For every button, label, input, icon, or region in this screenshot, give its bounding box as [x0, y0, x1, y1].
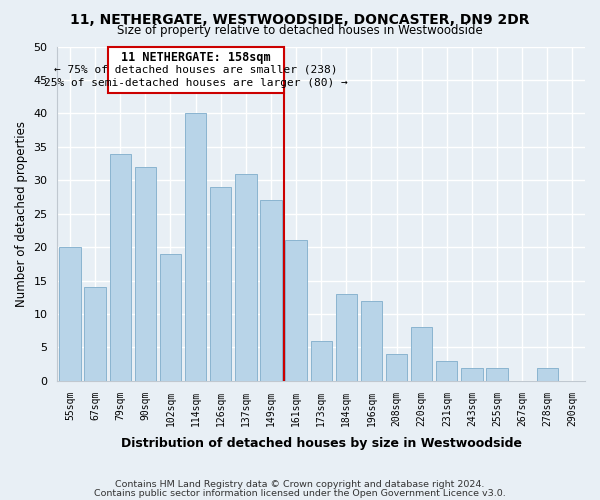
Bar: [110, 154, 131, 381]
Bar: [185, 114, 206, 381]
Bar: [361, 300, 382, 381]
Bar: [59, 247, 80, 381]
Bar: [260, 200, 281, 381]
Text: 11 NETHERGATE: 158sqm: 11 NETHERGATE: 158sqm: [121, 50, 271, 64]
Text: Contains public sector information licensed under the Open Government Licence v3: Contains public sector information licen…: [94, 488, 506, 498]
Bar: [436, 361, 457, 381]
Bar: [487, 368, 508, 381]
Bar: [286, 240, 307, 381]
Bar: [85, 288, 106, 381]
FancyBboxPatch shape: [107, 46, 284, 94]
Bar: [461, 368, 482, 381]
Bar: [134, 167, 156, 381]
Text: Size of property relative to detached houses in Westwoodside: Size of property relative to detached ho…: [117, 24, 483, 37]
Bar: [386, 354, 407, 381]
Text: 25% of semi-detached houses are larger (80) →: 25% of semi-detached houses are larger (…: [44, 78, 347, 88]
X-axis label: Distribution of detached houses by size in Westwoodside: Distribution of detached houses by size …: [121, 437, 522, 450]
Y-axis label: Number of detached properties: Number of detached properties: [15, 120, 28, 306]
Bar: [210, 187, 232, 381]
Bar: [311, 341, 332, 381]
Text: 11, NETHERGATE, WESTWOODSIDE, DONCASTER, DN9 2DR: 11, NETHERGATE, WESTWOODSIDE, DONCASTER,…: [70, 12, 530, 26]
Bar: [235, 174, 257, 381]
Bar: [536, 368, 558, 381]
Bar: [160, 254, 181, 381]
Text: Contains HM Land Registry data © Crown copyright and database right 2024.: Contains HM Land Registry data © Crown c…: [115, 480, 485, 489]
Bar: [335, 294, 357, 381]
Text: ← 75% of detached houses are smaller (238): ← 75% of detached houses are smaller (23…: [54, 64, 337, 74]
Bar: [411, 328, 433, 381]
